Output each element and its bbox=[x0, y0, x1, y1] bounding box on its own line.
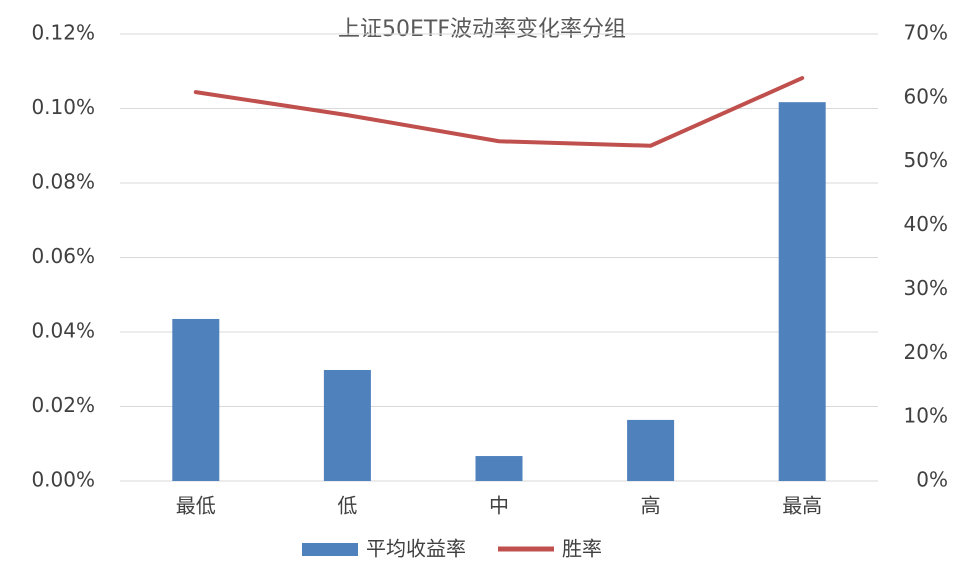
y-tick-label: 0.06% bbox=[31, 244, 95, 268]
y-tick-label: 0.10% bbox=[31, 95, 95, 119]
y2-tick-label: 70% bbox=[904, 21, 948, 45]
y-tick-label: 0.12% bbox=[31, 21, 95, 45]
y2-tick-label: 0% bbox=[916, 468, 948, 492]
x-tick-label: 高 bbox=[641, 494, 661, 518]
bar bbox=[627, 419, 675, 481]
legend-swatch bbox=[302, 543, 358, 556]
y-tick-label: 0.00% bbox=[31, 468, 95, 492]
bar bbox=[172, 318, 220, 481]
legend-label: 胜率 bbox=[562, 537, 602, 561]
bar bbox=[323, 369, 371, 481]
x-tick-label: 中 bbox=[489, 494, 509, 518]
y2-tick-label: 10% bbox=[904, 404, 948, 428]
y2-tick-label: 40% bbox=[904, 212, 948, 236]
y2-tick-label: 50% bbox=[904, 148, 948, 172]
y2-tick-label: 30% bbox=[904, 276, 948, 300]
y-tick-label: 0.08% bbox=[31, 170, 95, 194]
line bbox=[193, 76, 805, 148]
y2-tick-label: 60% bbox=[904, 84, 948, 108]
chart-title: 上证50ETF波动率变化率分组 bbox=[338, 17, 626, 42]
x-tick-label: 最高 bbox=[782, 494, 822, 518]
y-tick-label: 0.04% bbox=[31, 319, 95, 343]
bar bbox=[778, 102, 826, 481]
x-tick-label: 低 bbox=[337, 494, 357, 518]
y2-tick-label: 20% bbox=[904, 340, 948, 364]
x-tick-label: 最低 bbox=[176, 494, 216, 518]
y-tick-label: 0.02% bbox=[31, 393, 95, 417]
bar bbox=[475, 456, 523, 481]
legend-label: 平均收益率 bbox=[366, 537, 466, 561]
